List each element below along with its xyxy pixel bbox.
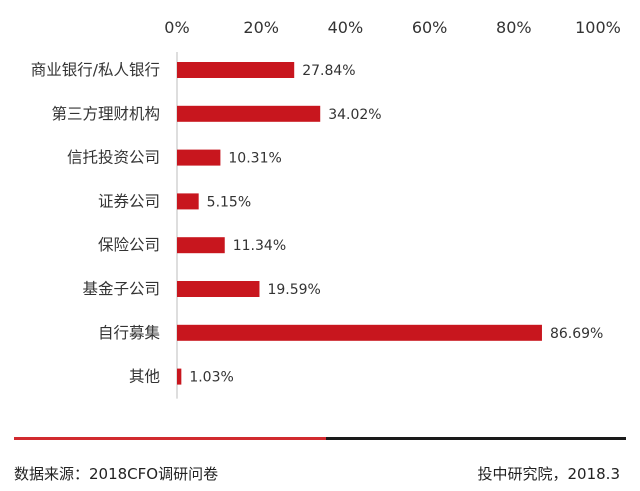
category-label: 保险公司 <box>98 236 160 254</box>
x-tick-label: 100% <box>575 18 621 37</box>
value-label: 5.15% <box>207 194 251 210</box>
value-label: 86.69% <box>550 326 603 342</box>
category-label: 证券公司 <box>98 192 160 210</box>
bar <box>177 368 182 385</box>
x-tick-label: 40% <box>328 18 364 37</box>
x-tick-label: 20% <box>243 18 279 37</box>
category-label: 自行募集 <box>98 324 160 342</box>
bar <box>177 193 199 210</box>
value-label: 11.34% <box>233 238 286 254</box>
bar <box>177 324 542 341</box>
footer-divider-red <box>14 437 326 440</box>
data-source-note: 数据来源：2018CFO调研问卷 <box>14 465 219 483</box>
publisher-credit: 投中研究院，2018.3 <box>477 465 621 483</box>
category-label: 信托投资公司 <box>67 149 160 167</box>
bar <box>177 281 260 297</box>
x-tick-label: 80% <box>496 18 532 37</box>
bar <box>177 105 321 122</box>
value-label: 1.03% <box>189 370 233 386</box>
value-label: 10.31% <box>228 151 281 167</box>
bar-chart: 0% 20% 40% 60% 80% 100% 商业银行/私人银行 27.84% 第三方理财机构… <box>31 18 621 399</box>
value-label: 27.84% <box>302 63 355 79</box>
value-label: 19.59% <box>267 282 320 298</box>
bar <box>177 237 225 254</box>
category-label: 其他 <box>129 368 160 386</box>
category-label: 商业银行/私人银行 <box>31 61 160 79</box>
bar <box>177 149 221 166</box>
x-tick-label: 60% <box>412 18 448 37</box>
value-label: 34.02% <box>328 107 381 123</box>
category-label: 基金子公司 <box>82 280 160 298</box>
category-label: 第三方理财机构 <box>51 105 160 123</box>
bar <box>177 62 295 78</box>
x-tick-label: 0% <box>164 18 189 37</box>
footer-divider-black <box>326 437 626 440</box>
